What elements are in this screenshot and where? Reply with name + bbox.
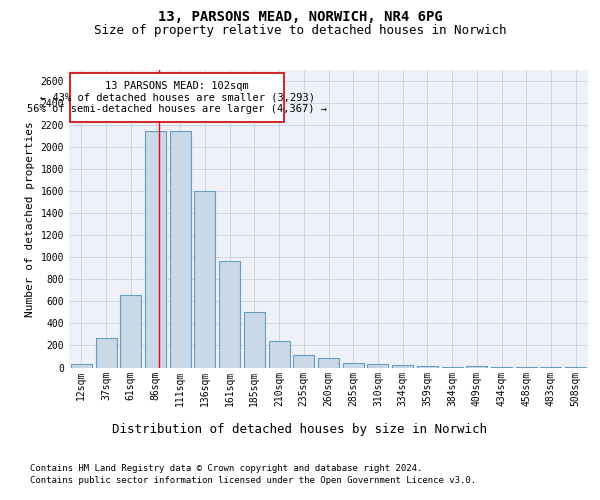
Bar	[293, 355, 314, 368]
Bar	[219, 260, 240, 368]
Bar	[71, 364, 92, 368]
Text: Size of property relative to detached houses in Norwich: Size of property relative to detached ho…	[94, 24, 506, 37]
Text: 13 PARSONS MEAD: 102sqm: 13 PARSONS MEAD: 102sqm	[105, 80, 249, 90]
Bar	[70, 73, 284, 122]
Y-axis label: Number of detached properties: Number of detached properties	[25, 121, 35, 316]
Bar	[367, 364, 388, 368]
Text: Contains public sector information licensed under the Open Government Licence v3: Contains public sector information licen…	[30, 476, 476, 485]
Bar	[318, 358, 339, 368]
Bar	[145, 130, 166, 368]
Text: ← 43% of detached houses are smaller (3,293): ← 43% of detached houses are smaller (3,…	[40, 92, 314, 102]
Bar	[194, 191, 215, 368]
Bar	[491, 366, 512, 368]
Bar	[244, 312, 265, 368]
Bar	[565, 366, 586, 368]
Bar	[170, 130, 191, 368]
Bar	[516, 366, 537, 368]
Bar	[269, 341, 290, 367]
Bar	[442, 366, 463, 368]
Bar	[466, 366, 487, 368]
Bar	[95, 338, 116, 368]
Bar	[343, 363, 364, 368]
Bar	[392, 365, 413, 368]
Bar	[417, 366, 438, 368]
Text: Distribution of detached houses by size in Norwich: Distribution of detached houses by size …	[113, 422, 487, 436]
Text: 56% of semi-detached houses are larger (4,367) →: 56% of semi-detached houses are larger (…	[27, 104, 327, 114]
Text: Contains HM Land Registry data © Crown copyright and database right 2024.: Contains HM Land Registry data © Crown c…	[30, 464, 422, 473]
Bar	[541, 367, 562, 368]
Text: 13, PARSONS MEAD, NORWICH, NR4 6PG: 13, PARSONS MEAD, NORWICH, NR4 6PG	[158, 10, 442, 24]
Bar	[120, 295, 141, 368]
